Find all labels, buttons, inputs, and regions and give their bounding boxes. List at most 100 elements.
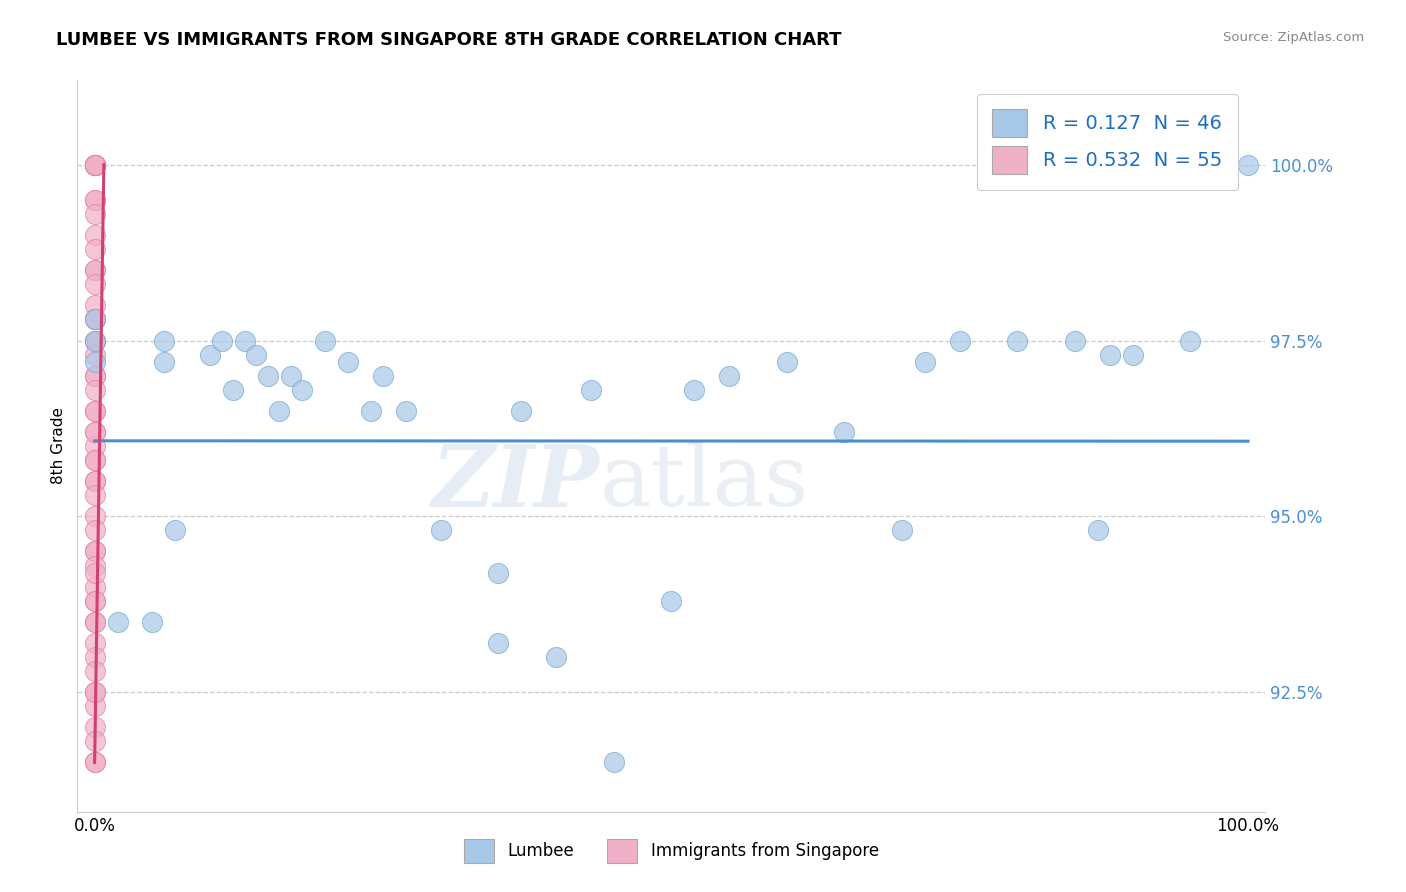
Point bbox=[949, 334, 972, 348]
Point bbox=[83, 298, 105, 312]
Point bbox=[83, 227, 105, 242]
Point bbox=[83, 720, 105, 734]
Point bbox=[83, 453, 105, 467]
Point bbox=[83, 312, 105, 326]
Point bbox=[83, 404, 105, 418]
Point bbox=[1087, 524, 1109, 538]
Text: LUMBEE VS IMMIGRANTS FROM SINGAPORE 8TH GRADE CORRELATION CHART: LUMBEE VS IMMIGRANTS FROM SINGAPORE 8TH … bbox=[56, 31, 842, 49]
Point bbox=[602, 756, 624, 770]
Point bbox=[83, 158, 105, 172]
Point bbox=[83, 453, 105, 467]
Point bbox=[314, 334, 336, 348]
Point bbox=[891, 524, 914, 538]
Point bbox=[83, 207, 105, 221]
Point bbox=[718, 368, 741, 383]
Point bbox=[83, 650, 105, 665]
Point bbox=[269, 404, 291, 418]
Text: atlas: atlas bbox=[600, 441, 810, 524]
Point bbox=[544, 650, 567, 665]
Point bbox=[83, 756, 105, 770]
Point bbox=[83, 474, 105, 488]
Point bbox=[83, 334, 105, 348]
Point bbox=[486, 636, 509, 650]
Point bbox=[83, 664, 105, 678]
Point bbox=[83, 334, 105, 348]
Text: ZIP: ZIP bbox=[432, 441, 600, 524]
Text: Source: ZipAtlas.com: Source: ZipAtlas.com bbox=[1223, 31, 1364, 45]
Point bbox=[83, 312, 105, 326]
Point bbox=[83, 158, 105, 172]
Legend: Lumbee, Immigrants from Singapore: Lumbee, Immigrants from Singapore bbox=[457, 832, 886, 869]
Point bbox=[371, 368, 394, 383]
Point bbox=[83, 404, 105, 418]
Point bbox=[83, 566, 105, 580]
Point bbox=[83, 685, 105, 699]
Point bbox=[280, 368, 302, 383]
Point bbox=[1007, 334, 1029, 348]
Point bbox=[83, 734, 105, 748]
Point bbox=[198, 348, 221, 362]
Point bbox=[799, 826, 821, 840]
Y-axis label: 8th Grade: 8th Grade bbox=[51, 408, 66, 484]
Point bbox=[83, 158, 105, 172]
Point bbox=[83, 488, 105, 502]
Point bbox=[83, 699, 105, 714]
Point bbox=[83, 158, 105, 172]
Point bbox=[233, 334, 256, 348]
Point bbox=[83, 593, 105, 607]
Point bbox=[83, 615, 105, 629]
Point bbox=[1180, 334, 1202, 348]
Point bbox=[83, 348, 105, 362]
Point bbox=[83, 158, 105, 172]
Point bbox=[83, 756, 105, 770]
Point bbox=[83, 593, 105, 607]
Point bbox=[83, 193, 105, 207]
Point bbox=[579, 383, 602, 397]
Point bbox=[107, 615, 129, 629]
Point bbox=[141, 615, 163, 629]
Point bbox=[83, 439, 105, 453]
Point bbox=[83, 580, 105, 594]
Point bbox=[291, 383, 314, 397]
Point bbox=[429, 524, 451, 538]
Point bbox=[83, 425, 105, 439]
Point bbox=[337, 354, 360, 368]
Point bbox=[661, 593, 683, 607]
Point bbox=[153, 354, 176, 368]
Point bbox=[395, 404, 418, 418]
Point bbox=[83, 158, 105, 172]
Point bbox=[776, 354, 799, 368]
Point bbox=[1098, 348, 1121, 362]
Point bbox=[256, 368, 278, 383]
Point bbox=[914, 354, 936, 368]
Point bbox=[83, 263, 105, 277]
Point bbox=[211, 334, 233, 348]
Point bbox=[1237, 158, 1260, 172]
Point bbox=[83, 242, 105, 256]
Point bbox=[1122, 348, 1144, 362]
Point bbox=[83, 334, 105, 348]
Point bbox=[83, 636, 105, 650]
Point bbox=[83, 354, 105, 368]
Point bbox=[83, 368, 105, 383]
Point bbox=[83, 544, 105, 558]
Point bbox=[510, 404, 533, 418]
Point bbox=[83, 263, 105, 277]
Point bbox=[222, 383, 245, 397]
Point bbox=[486, 566, 509, 580]
Point bbox=[83, 474, 105, 488]
Point bbox=[83, 193, 105, 207]
Point bbox=[83, 558, 105, 573]
Point bbox=[153, 334, 176, 348]
Point bbox=[83, 158, 105, 172]
Point bbox=[83, 368, 105, 383]
Point bbox=[165, 524, 187, 538]
Point bbox=[83, 425, 105, 439]
Point bbox=[83, 312, 105, 326]
Point bbox=[83, 277, 105, 292]
Point bbox=[834, 425, 856, 439]
Point bbox=[83, 544, 105, 558]
Point bbox=[83, 685, 105, 699]
Point bbox=[83, 509, 105, 524]
Point bbox=[83, 383, 105, 397]
